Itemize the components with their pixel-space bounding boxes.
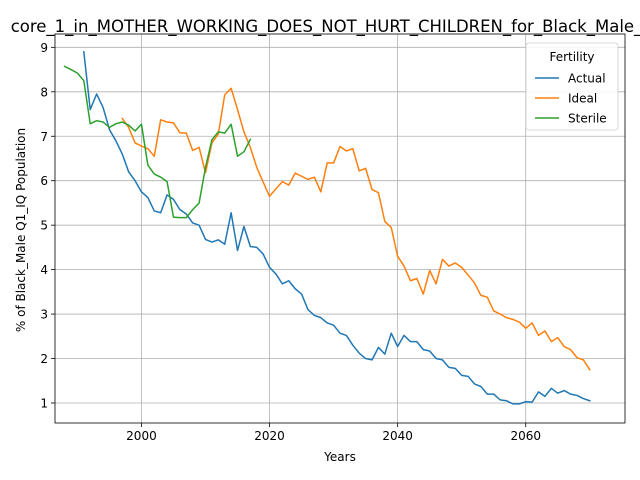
- y-tick-label: 7: [40, 130, 48, 144]
- x-tick-label: 2060: [510, 429, 541, 443]
- x-axis-label: Years: [323, 450, 356, 464]
- y-axis-label: % of Black_Male Q1_IQ Population: [14, 128, 28, 332]
- axes-frame: [54, 33, 626, 424]
- y-tick-label: 3: [40, 308, 48, 322]
- y-tick-label: 8: [40, 85, 48, 99]
- y-tick-label: 1: [40, 396, 48, 410]
- legend-label-ideal: Ideal: [568, 92, 597, 106]
- y-tick-label: 4: [40, 263, 48, 277]
- x-tick-label: 2040: [382, 429, 413, 443]
- y-tick-label: 6: [40, 174, 48, 188]
- series-line-sterile: [63, 65, 252, 219]
- y-tick-label: 5: [40, 219, 48, 233]
- x-tick-label: 2000: [126, 429, 157, 443]
- legend-label-sterile: Sterile: [568, 112, 607, 126]
- legend-box: [525, 42, 619, 131]
- y-tick-label: 2: [40, 352, 48, 366]
- x-tick-label: 2020: [254, 429, 285, 443]
- y-tick-label: 9: [40, 41, 48, 55]
- series-line-ideal: [121, 87, 591, 371]
- legend-title: Fertility: [549, 50, 594, 64]
- chart-title: core_1_in_MOTHER_WORKING_DOES_NOT_HURT_C…: [11, 17, 640, 37]
- series-line-actual: [82, 50, 591, 405]
- legend-label-actual: Actual: [568, 72, 606, 86]
- legend: Fertility Actual Ideal Sterile: [525, 42, 619, 131]
